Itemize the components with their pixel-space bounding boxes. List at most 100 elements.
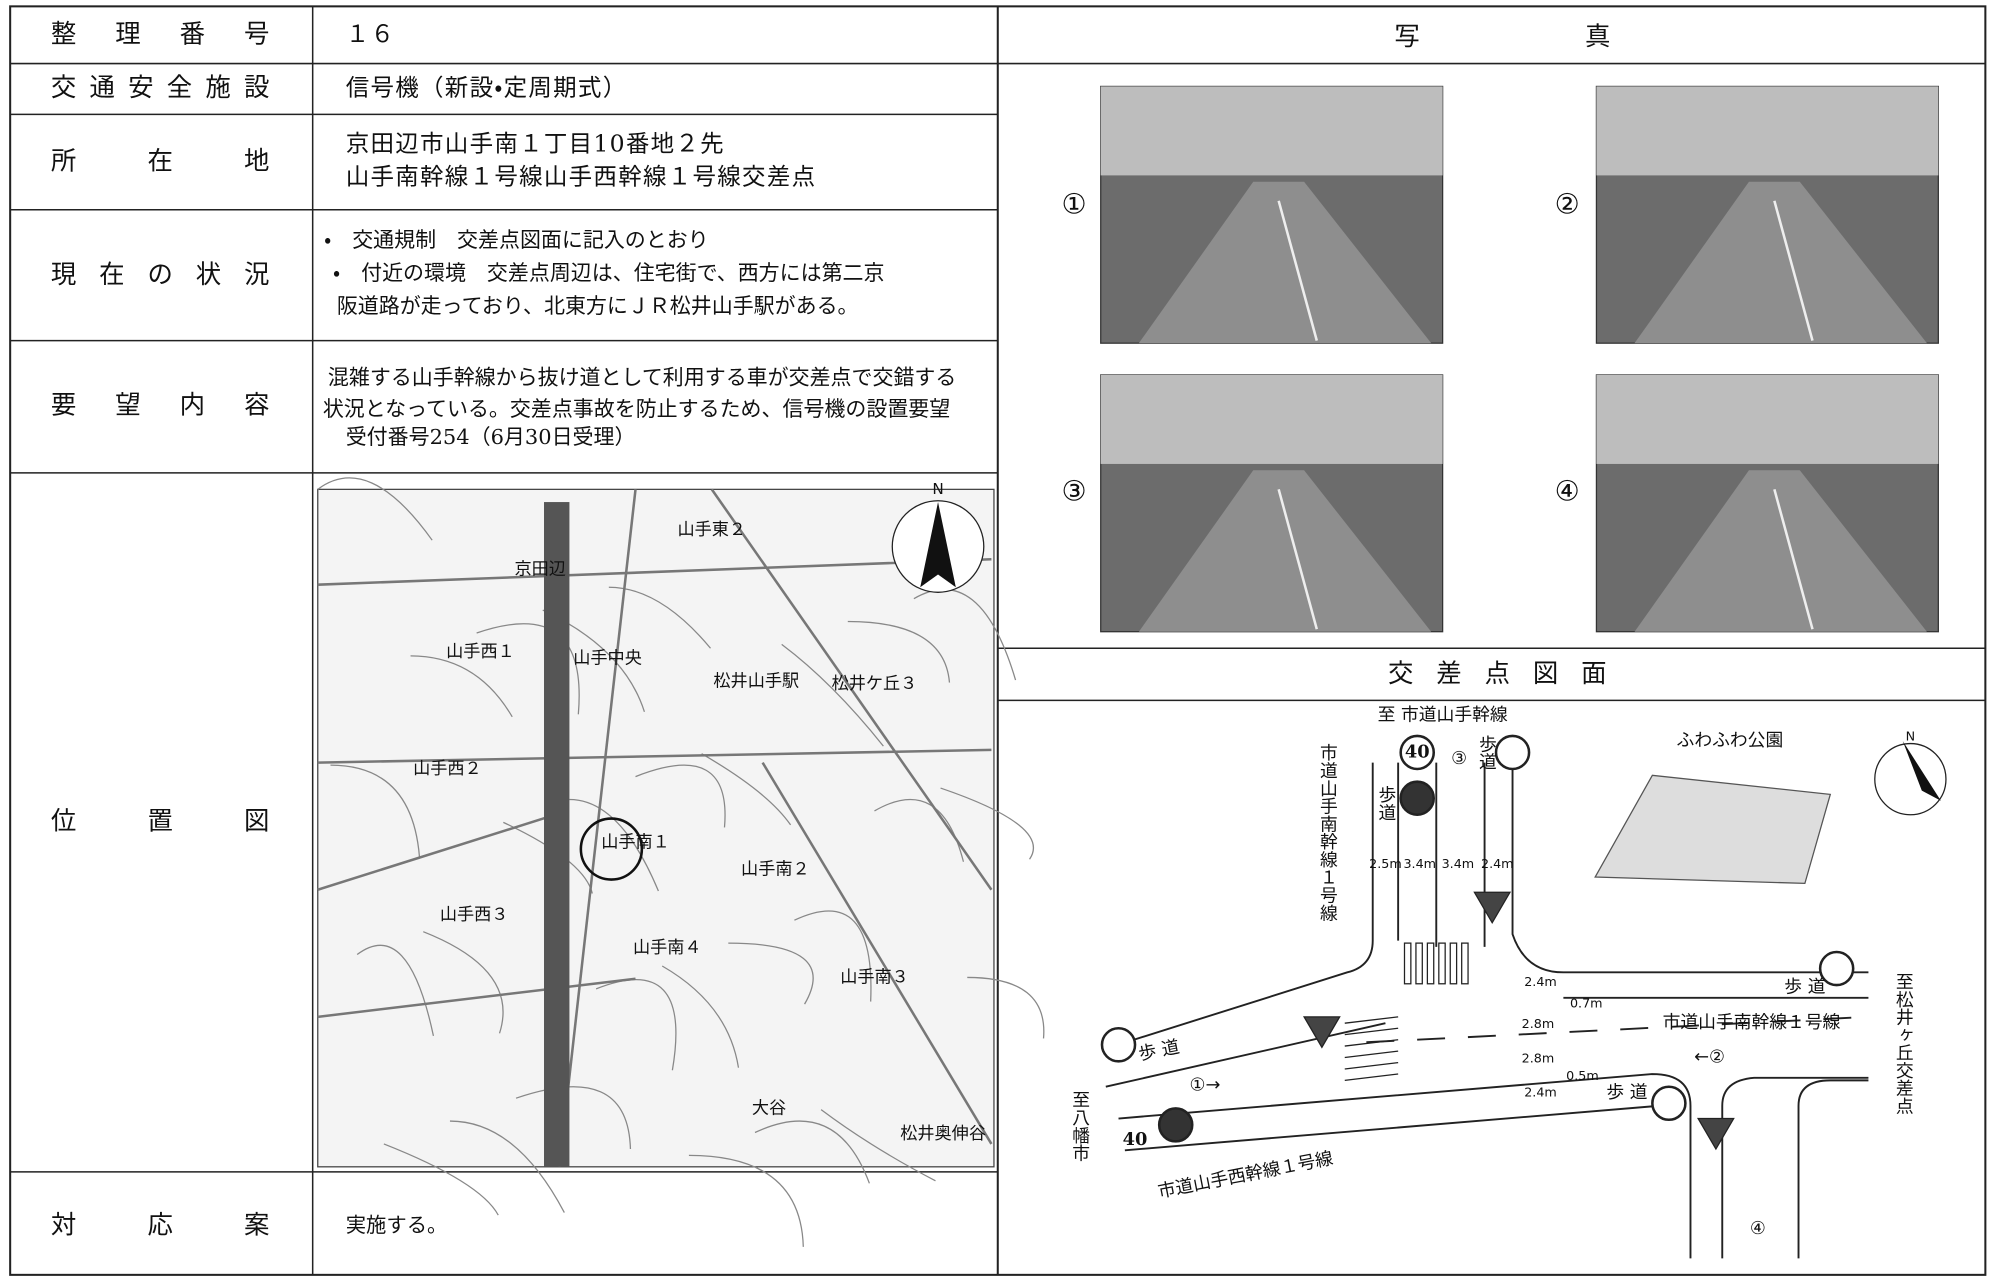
diagram-label: 歩道 (1476, 734, 1497, 770)
row-label: 所在地 (51, 146, 270, 176)
row-label: 交通安全施設 (51, 72, 270, 102)
map-label: 山手南３ (840, 967, 909, 987)
crosswalk-line (1344, 1050, 1399, 1059)
row-label: 現在の状況 (51, 259, 270, 289)
signal (1494, 734, 1531, 771)
crosswalk (1415, 942, 1423, 985)
map-road (754, 1120, 870, 1184)
diagram-label: 0.7m (1570, 996, 1603, 1011)
diagram-label: 3.4m (1403, 856, 1436, 871)
map-main-road (557, 489, 637, 1167)
map-road (330, 764, 421, 857)
photo-sky (1100, 86, 1443, 176)
diagram-label: 至 市道山手幹線 (1378, 705, 1508, 726)
diagram-label: ←② (1694, 1047, 1725, 1068)
stop-sign (1473, 891, 1512, 925)
photo-lane (1277, 200, 1319, 341)
map-main-road (317, 812, 560, 891)
row-content: 京田辺市山手南１丁目10番地２先 (346, 129, 725, 157)
row-label: 整理番号 (51, 19, 270, 49)
map-main-road (761, 761, 993, 1145)
photo-road (1634, 181, 1927, 344)
centerline (1366, 1015, 1869, 1044)
diagram-label: ①→ (1190, 1074, 1221, 1095)
row-label: 位置図 (51, 805, 270, 835)
signal (1818, 950, 1855, 987)
row-content: 混雑する山手幹線から抜け道として利用する車が交差点で交錯する (328, 365, 956, 389)
map-road (356, 944, 435, 1037)
row-content: 信号機（新設・定周期式） (346, 73, 628, 101)
photo-sky (1596, 86, 1939, 176)
diagram-label: 2.8m (1522, 1050, 1555, 1065)
map-label: 松井山手駅 (713, 671, 799, 691)
diagram-label: ④ (1750, 1218, 1766, 1239)
stop-sign (1697, 1117, 1735, 1151)
crosswalk (1403, 942, 1412, 985)
diagram-title: 交差点図面 (1388, 658, 1607, 688)
diagram-label: 歩 道 (1137, 1036, 1182, 1065)
map-label: 松井ケ丘３ (832, 674, 918, 694)
map-label: 松井奥伸谷 (900, 1124, 986, 1144)
diagram-label: 0.5m (1566, 1068, 1599, 1083)
location-circle (579, 817, 644, 881)
map-label: 山手東２ (678, 520, 747, 540)
map-label: 京田辺 (514, 559, 565, 579)
diagram-label: ③ (1451, 748, 1467, 769)
map-road (595, 979, 677, 1071)
diagram-label: 市道山手南幹線１号線 (1317, 743, 1338, 921)
diagram-road (1105, 1022, 1386, 1088)
photo-lane (1773, 200, 1814, 341)
crosswalk (1438, 942, 1446, 985)
signal (1651, 1085, 1687, 1122)
map-road (794, 910, 872, 1002)
photo-number: ② (1555, 187, 1580, 220)
map-road (701, 753, 792, 826)
map-road (317, 477, 433, 541)
diagram-label: 至八幡市 (1069, 1091, 1090, 1162)
crosswalk (1461, 942, 1469, 985)
photo-sky (1100, 374, 1443, 464)
diagram-label: 2.5m (1369, 856, 1402, 871)
map-road (449, 1120, 565, 1213)
park (1594, 774, 1832, 885)
diagram-label: 市道山手西幹線１号線 (1156, 1148, 1335, 1203)
row-content: 山手南幹線１号線山手西幹線１号線交差点 (346, 162, 817, 190)
diagram-label: 歩道 (1375, 785, 1396, 821)
map-main-road (317, 977, 636, 1019)
sheet: 整理番号 １６ 交通安全施設 信号機（新設・定周期式） 所在地 京田辺市山手南１丁目10番… (9, 5, 1987, 1276)
map-road (515, 1086, 632, 1150)
row-label: 要望内容 (51, 390, 270, 420)
map-label: 山手西１ (446, 642, 515, 662)
map-road (423, 931, 504, 1034)
diagram-label: 3.4m (1442, 856, 1475, 871)
map-main-road (710, 488, 993, 891)
row-content: 阪道路が走っており、北東方にＪＲ松井山手駅がある。 (337, 294, 859, 318)
diagram-road (1124, 1104, 1659, 1152)
map-road (728, 942, 814, 1005)
photo-number: ④ (1555, 475, 1580, 508)
signal (1399, 734, 1436, 771)
crosswalk-line (1344, 1027, 1399, 1036)
map-road (688, 1154, 804, 1247)
map-road (569, 798, 659, 892)
map-label: 山手中央 (573, 648, 642, 668)
photo-sky (1596, 374, 1939, 464)
photo-lane (1773, 489, 1814, 630)
north-arrow (920, 502, 956, 588)
map-label: 山手西２ (413, 759, 482, 779)
diagram-label: 歩 道 (1784, 977, 1825, 998)
map-label: 山手南１ (601, 833, 670, 853)
signal (1399, 780, 1436, 817)
diagram-label: 2.4m (1481, 856, 1514, 871)
photo-lane (1277, 489, 1319, 630)
map-label: 大谷 (752, 1098, 786, 1118)
diagram-road (1721, 1076, 1869, 1259)
map-roads (317, 477, 1045, 1247)
map-label: 山手南４ (633, 938, 702, 958)
map-label: N (932, 480, 943, 498)
map (317, 488, 995, 1168)
map-road (940, 787, 1035, 860)
map-main-road (317, 557, 992, 586)
photos-title: 写真 (1394, 21, 1610, 51)
